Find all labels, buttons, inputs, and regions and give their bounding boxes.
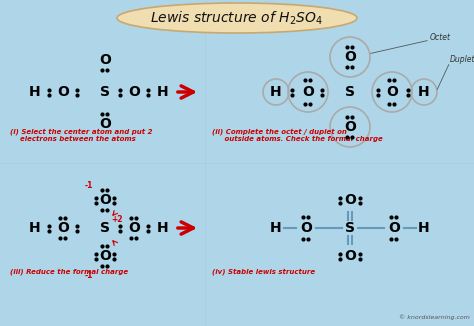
Text: O: O — [386, 85, 398, 99]
Text: O: O — [128, 85, 140, 99]
Text: H: H — [29, 221, 41, 235]
Text: (iii) Reduce the formal charge: (iii) Reduce the formal charge — [10, 268, 128, 274]
Text: O: O — [99, 117, 111, 131]
Text: O: O — [344, 193, 356, 207]
Text: $\it{Lewis\ structure\ of\ H_2SO_4}$: $\it{Lewis\ structure\ of\ H_2SO_4}$ — [150, 9, 324, 27]
Text: O: O — [344, 120, 356, 134]
Text: (iv) Stable lewis structure: (iv) Stable lewis structure — [212, 268, 315, 274]
Text: -1: -1 — [85, 181, 93, 189]
Text: H: H — [418, 221, 430, 235]
Text: O: O — [99, 249, 111, 263]
Text: S: S — [100, 85, 110, 99]
Text: Octet: Octet — [430, 34, 451, 42]
Text: O: O — [57, 85, 69, 99]
Text: O: O — [300, 221, 312, 235]
Text: O: O — [99, 53, 111, 67]
Text: O: O — [302, 85, 314, 99]
Text: H: H — [157, 85, 169, 99]
Text: S: S — [100, 221, 110, 235]
Text: -1: -1 — [85, 272, 93, 280]
Text: O: O — [388, 221, 400, 235]
Text: O: O — [57, 221, 69, 235]
Text: O: O — [128, 221, 140, 235]
Text: S: S — [345, 85, 355, 99]
Text: O: O — [344, 249, 356, 263]
Text: (i) Select the center atom and put 2
    electrons between the atoms: (i) Select the center atom and put 2 ele… — [10, 128, 153, 141]
Text: +2: +2 — [111, 215, 123, 224]
Text: H: H — [270, 221, 282, 235]
Text: © knordslearning.com: © knordslearning.com — [399, 314, 470, 320]
Text: O: O — [99, 193, 111, 207]
Text: Duplet: Duplet — [450, 55, 474, 65]
Text: S: S — [345, 221, 355, 235]
Text: O: O — [344, 50, 356, 64]
Text: H: H — [157, 221, 169, 235]
Ellipse shape — [117, 3, 357, 33]
Text: H: H — [29, 85, 41, 99]
Text: (ii) Complete the octet / duplet on
     outside atoms. Check the formal charge: (ii) Complete the octet / duplet on outs… — [212, 128, 383, 142]
Text: H: H — [270, 85, 282, 99]
Text: H: H — [418, 85, 430, 99]
